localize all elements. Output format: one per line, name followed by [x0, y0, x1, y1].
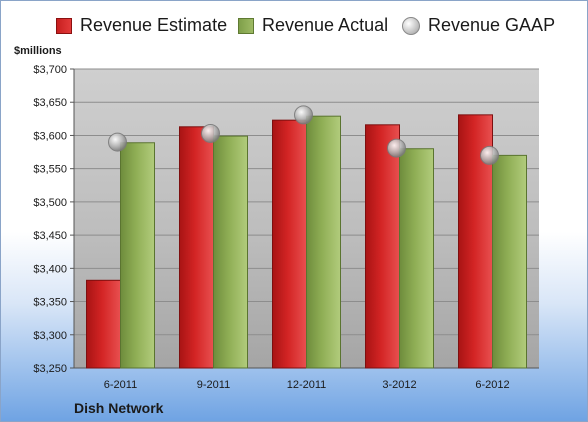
y-tick-label: $3,650 [33, 97, 67, 109]
x-tick-label: 6-2011 [104, 379, 137, 391]
legend-swatch-gaap [402, 16, 420, 35]
x-tick-label: 12-2011 [287, 379, 327, 391]
marker-revenue-gaap [108, 132, 127, 152]
y-tick-label: $3,400 [33, 263, 67, 275]
legend-label-estimate: Revenue Estimate [80, 15, 228, 35]
y-tick-label: $3,300 [33, 330, 67, 342]
y-axis-label: $millions [14, 45, 62, 57]
bar-revenue-actual [120, 142, 155, 369]
y-tick-label: $3,550 [33, 164, 67, 176]
legend-label-gaap: Revenue GAAP [428, 15, 556, 35]
y-tick-label: $3,350 [33, 297, 67, 309]
legend-swatch-estimate [56, 17, 72, 34]
bar-revenue-actual [213, 135, 248, 369]
bar-revenue-actual [399, 148, 434, 369]
legend-item-estimate: Revenue Estimate [56, 15, 227, 36]
legend-label-actual: Revenue Actual [262, 15, 389, 35]
y-tick-label: $3,700 [33, 64, 67, 76]
bar-revenue-actual [492, 154, 527, 369]
legend-swatch-actual [238, 17, 254, 34]
legend-item-actual: Revenue Actual [238, 15, 388, 36]
marker-revenue-gaap [480, 145, 499, 165]
x-tick-label: 9-2011 [197, 379, 230, 391]
legend-item-gaap: Revenue GAAP [402, 15, 555, 36]
legend: Revenue Estimate Revenue Actual Revenue … [1, 15, 587, 45]
marker-revenue-gaap [294, 105, 313, 125]
marker-revenue-gaap [201, 123, 220, 143]
x-tick-label: 3-2012 [382, 379, 416, 391]
bar-revenue-estimate [272, 119, 307, 369]
bar-revenue-estimate [365, 124, 400, 369]
bar-revenue-actual [306, 115, 341, 369]
y-tick-label: $3,450 [33, 230, 67, 242]
marker-revenue-gaap [387, 138, 406, 158]
company-name: Dish Network [74, 400, 164, 416]
bar-revenue-estimate [179, 126, 214, 369]
y-tick-label: $3,600 [33, 130, 67, 142]
y-tick-label: $3,500 [33, 197, 67, 209]
y-tick-label: $3,250 [33, 363, 67, 375]
bar-revenue-estimate [86, 279, 121, 369]
x-tick-label: 6-2012 [475, 379, 509, 391]
